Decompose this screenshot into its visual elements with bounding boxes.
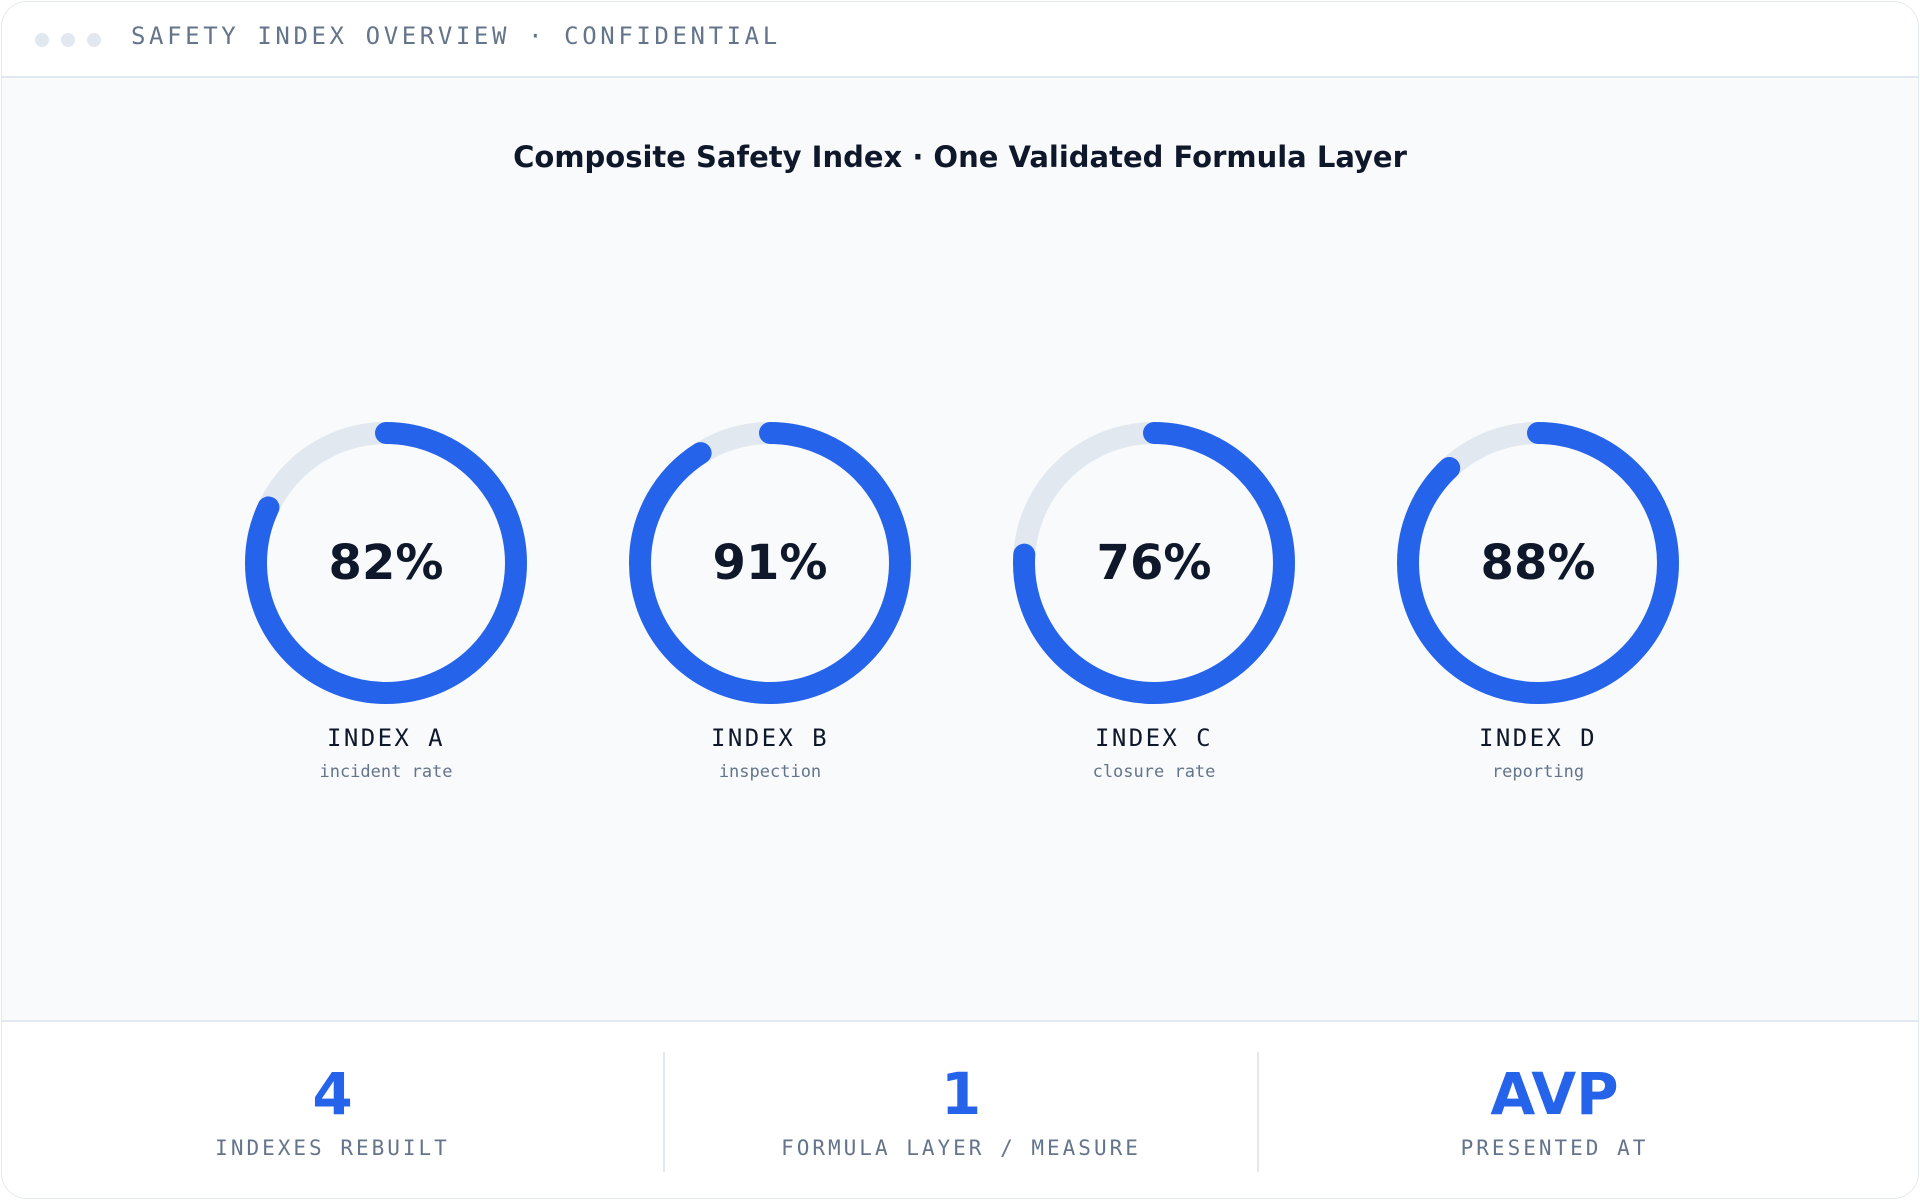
gauge-index-a: 82% INDEX A incident rate [194, 422, 578, 822]
gauge-fill-arc [629, 422, 911, 704]
gauge-label: INDEX C [1095, 724, 1213, 752]
stat-presented-at: AVP PRESENTED AT [1259, 1022, 1850, 1198]
gauge-index-d: 88% INDEX D reporting [1346, 422, 1730, 822]
gauge-ring [1397, 422, 1679, 704]
gauge-ring [629, 422, 911, 704]
gauge-value: 88% [1480, 535, 1596, 591]
stat-label: FORMULA LAYER / MEASURE [781, 1136, 1141, 1160]
stat-divider [663, 1052, 665, 1172]
gauge-fill-arc [1397, 422, 1679, 704]
gauge-index-b: 91% INDEX B inspection [578, 422, 962, 822]
stat-value: 1 [940, 1060, 982, 1128]
main-panel: Composite Safety Index · One Validated F… [2, 78, 1918, 1020]
stat-formula-layer: 1 FORMULA LAYER / MEASURE [665, 1022, 1257, 1198]
stat-indexes-rebuilt: 4 INDEXES REBUILT [2, 1022, 663, 1198]
gauge-sublabel: closure rate [1092, 762, 1216, 782]
gauge-label: INDEX A [327, 724, 445, 752]
window-control-dot-3[interactable] [87, 33, 101, 47]
gauge-index-c: 76% INDEX C closure rate [962, 422, 1346, 822]
stat-value: AVP [1490, 1060, 1619, 1128]
title-bar: SAFETY INDEX OVERVIEW · CONFIDENTIAL [2, 2, 1918, 78]
gauge-sublabel: incident rate [319, 762, 453, 782]
gauge-sublabel: inspection [718, 762, 822, 782]
gauge-value: 82% [328, 535, 444, 591]
gauge-fill-arc [245, 422, 527, 704]
stat-label: PRESENTED AT [1460, 1136, 1649, 1160]
gauge-ring [1013, 422, 1295, 704]
gauge-ring [245, 422, 527, 704]
window-title: SAFETY INDEX OVERVIEW · CONFIDENTIAL [131, 22, 781, 50]
stat-divider [1257, 1052, 1259, 1172]
gauge-value: 91% [712, 535, 828, 591]
gauge-fill-arc [1013, 422, 1295, 704]
window-control-dot-2[interactable] [61, 33, 75, 47]
summary-footer: 4 INDEXES REBUILT 1 FORMULA LAYER / MEAS… [2, 1020, 1918, 1198]
stat-label: INDEXES REBUILT [215, 1136, 450, 1160]
gauge-label: INDEX B [711, 724, 829, 752]
window-control-dot-1[interactable] [35, 33, 49, 47]
page-title: Composite Safety Index · One Validated F… [513, 140, 1407, 174]
gauge-sublabel: reporting [1491, 762, 1585, 782]
gauge-label: INDEX D [1479, 724, 1597, 752]
stat-value: 4 [312, 1060, 353, 1128]
gauge-value: 76% [1096, 535, 1212, 591]
